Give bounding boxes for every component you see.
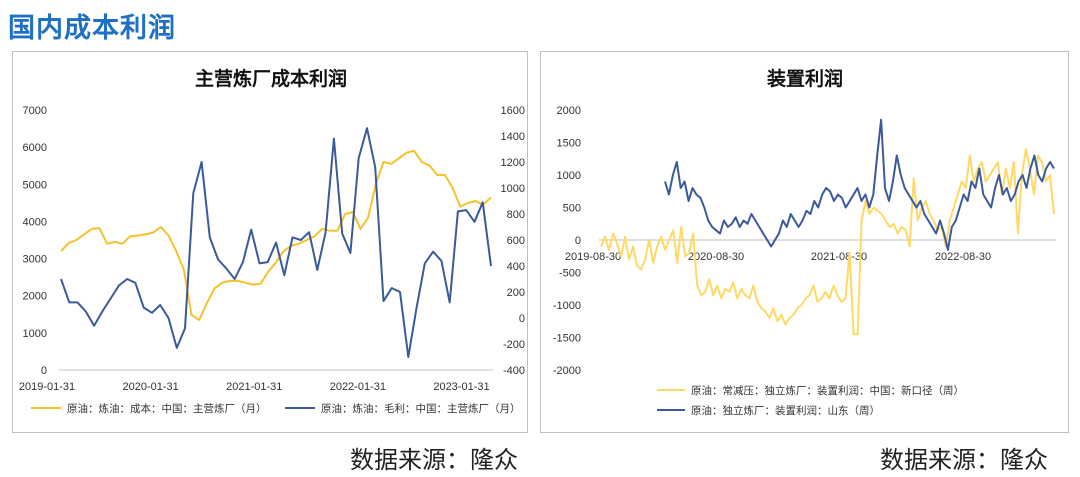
y-right-tick-label: 600 <box>507 235 525 247</box>
chart-panel-left: 主营炼厂成本利润 0 1000 2000 3000 4000 5000 6000 7000 -40… <box>12 51 528 433</box>
y-left-tick-label: 7000 <box>23 105 47 117</box>
series-line-cost <box>60 149 492 321</box>
source-label-right: 数据来源：隆众 <box>880 446 1048 474</box>
legend-label: 原油：常减压：独立炼厂：装置利润：中国：新口径（周） <box>691 384 964 397</box>
y-tick-label: 1500 <box>557 138 581 150</box>
y-right-tick-label: 800 <box>507 209 525 221</box>
y-right-tick-label: 1400 <box>501 131 525 143</box>
y-left-tick-label: 4000 <box>23 216 47 228</box>
y-right-tick-label: -200 <box>503 339 525 351</box>
y-left-tick-label: 2000 <box>23 291 47 303</box>
y-left-tick-label: 6000 <box>23 142 47 154</box>
y-tick-label: -1000 <box>553 300 581 312</box>
x-tick-label: 2020-01-31 <box>122 381 178 393</box>
x-tick-label: 2022-08-30 <box>935 251 991 263</box>
y-right-tick-label: 1200 <box>501 157 525 169</box>
y-left-tick-label: 3000 <box>23 254 47 266</box>
y-right-tick-label: 1600 <box>501 105 525 117</box>
x-tick-label: 2021-08-30 <box>811 251 867 263</box>
x-tick-label: 2022-01-31 <box>330 381 386 393</box>
y-tick-label: -2000 <box>553 365 581 377</box>
legend-label: 原油：炼油：成本：中国：主营炼厂（月） <box>67 402 267 415</box>
y-tick-label: 0 <box>575 235 581 247</box>
chart-title: 装置利润 <box>766 67 843 90</box>
x-tick-label: 2021-01-31 <box>226 381 282 393</box>
series-line-margin <box>60 127 492 358</box>
y-right-tick-label: 0 <box>519 313 525 325</box>
x-tick-label: 2023-01-31 <box>433 381 489 393</box>
y-tick-label: 2000 <box>557 105 581 117</box>
legend-label: 原油：独立炼厂：装置利润：山东（周） <box>691 404 880 417</box>
y-tick-label: 500 <box>563 203 581 215</box>
x-tick-label: 2019-08-30 <box>565 251 621 263</box>
y-left-tick-label: 1000 <box>23 328 47 340</box>
refinery-cost-profit-chart: 主营炼厂成本利润01000200030004000500060007000-40… <box>19 67 525 415</box>
unit-profit-chart: 装置利润 -2000 -1500 -1000 -500 0 500 1000 1500 2000 2… <box>553 67 1056 417</box>
chart-panel-right: 装置利润 -2000 -1500 -1000 -500 0 500 1000 1500 2000 2… <box>540 51 1069 433</box>
source-label-left: 数据来源：隆众 <box>350 446 518 474</box>
series-line-shandong <box>664 118 1055 251</box>
x-tick-label: 2019-01-31 <box>19 381 75 393</box>
y-right-tick-label: 200 <box>507 287 525 299</box>
y-right-tick-label: 1000 <box>501 183 525 195</box>
y-left-tick-label: 5000 <box>23 179 47 191</box>
y-right-tick-label: 400 <box>507 261 525 273</box>
series-line-atmospheric <box>600 148 1055 336</box>
page-title: 国内成本利润 <box>8 13 176 44</box>
y-tick-label: 1000 <box>557 170 581 182</box>
legend-label: 原油：炼油：毛利：中国：主营炼厂（月） <box>321 402 521 415</box>
y-left-tick-label: 0 <box>41 365 47 377</box>
chart-title: 主营炼厂成本利润 <box>195 67 347 90</box>
y-tick-label: -500 <box>559 268 581 280</box>
y-tick-label: -1500 <box>553 333 581 345</box>
y-right-tick-label: -400 <box>503 365 525 377</box>
x-tick-label: 2020-08-30 <box>688 251 744 263</box>
